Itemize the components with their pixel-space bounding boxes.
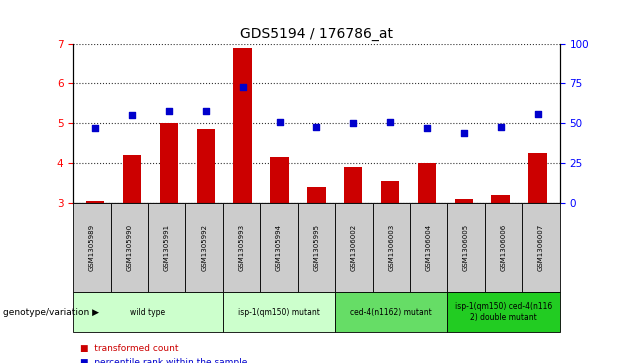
Bar (455, 199, 473, 203)
Bar (344, 167, 363, 203)
Text: GSM1306004: GSM1306004 (425, 224, 432, 271)
Bar (233, 48, 252, 203)
Text: GSM1305990: GSM1305990 (127, 224, 132, 271)
Bar (381, 181, 399, 203)
Text: GSM1305989: GSM1305989 (89, 224, 95, 271)
Bar (529, 153, 547, 203)
Point (164, 108, 174, 114)
Text: isp-1(qm150) ced-4(n116
2) double mutant: isp-1(qm150) ced-4(n116 2) double mutant (455, 302, 552, 322)
Bar (492, 195, 510, 203)
Bar (418, 163, 436, 203)
Text: GSM1306006: GSM1306006 (501, 224, 506, 272)
Text: GSM1305995: GSM1305995 (314, 224, 319, 271)
Bar (160, 123, 178, 203)
Title: GDS5194 / 176786_at: GDS5194 / 176786_at (240, 27, 393, 41)
Text: GSM1305994: GSM1305994 (276, 224, 282, 271)
Point (312, 124, 321, 130)
Bar (270, 158, 289, 203)
Text: GSM1306002: GSM1306002 (351, 224, 357, 271)
Point (385, 119, 395, 125)
Point (127, 113, 137, 118)
Text: GSM1305992: GSM1305992 (201, 224, 207, 271)
Text: GSM1305991: GSM1305991 (163, 224, 170, 271)
Point (422, 125, 432, 131)
Text: ced-4(n1162) mutant: ced-4(n1162) mutant (350, 308, 432, 317)
Text: GSM1305993: GSM1305993 (238, 224, 245, 271)
Point (459, 130, 469, 136)
Text: GSM1306007: GSM1306007 (538, 224, 544, 272)
Text: ■  percentile rank within the sample: ■ percentile rank within the sample (80, 358, 247, 363)
Point (238, 84, 248, 90)
Text: genotype/variation ▶: genotype/variation ▶ (3, 308, 99, 317)
Point (90, 125, 100, 131)
Point (348, 121, 358, 126)
Bar (86, 201, 104, 203)
Text: wild type: wild type (130, 308, 165, 317)
Bar (307, 187, 326, 203)
Point (532, 111, 543, 117)
Text: GSM1306005: GSM1306005 (463, 224, 469, 271)
Bar (197, 130, 215, 203)
Point (275, 119, 285, 125)
Text: ■  transformed count: ■ transformed count (80, 344, 178, 353)
Text: isp-1(qm150) mutant: isp-1(qm150) mutant (238, 308, 320, 317)
Text: GSM1306003: GSM1306003 (388, 224, 394, 272)
Point (201, 108, 211, 114)
Point (495, 124, 506, 130)
Bar (123, 155, 141, 203)
